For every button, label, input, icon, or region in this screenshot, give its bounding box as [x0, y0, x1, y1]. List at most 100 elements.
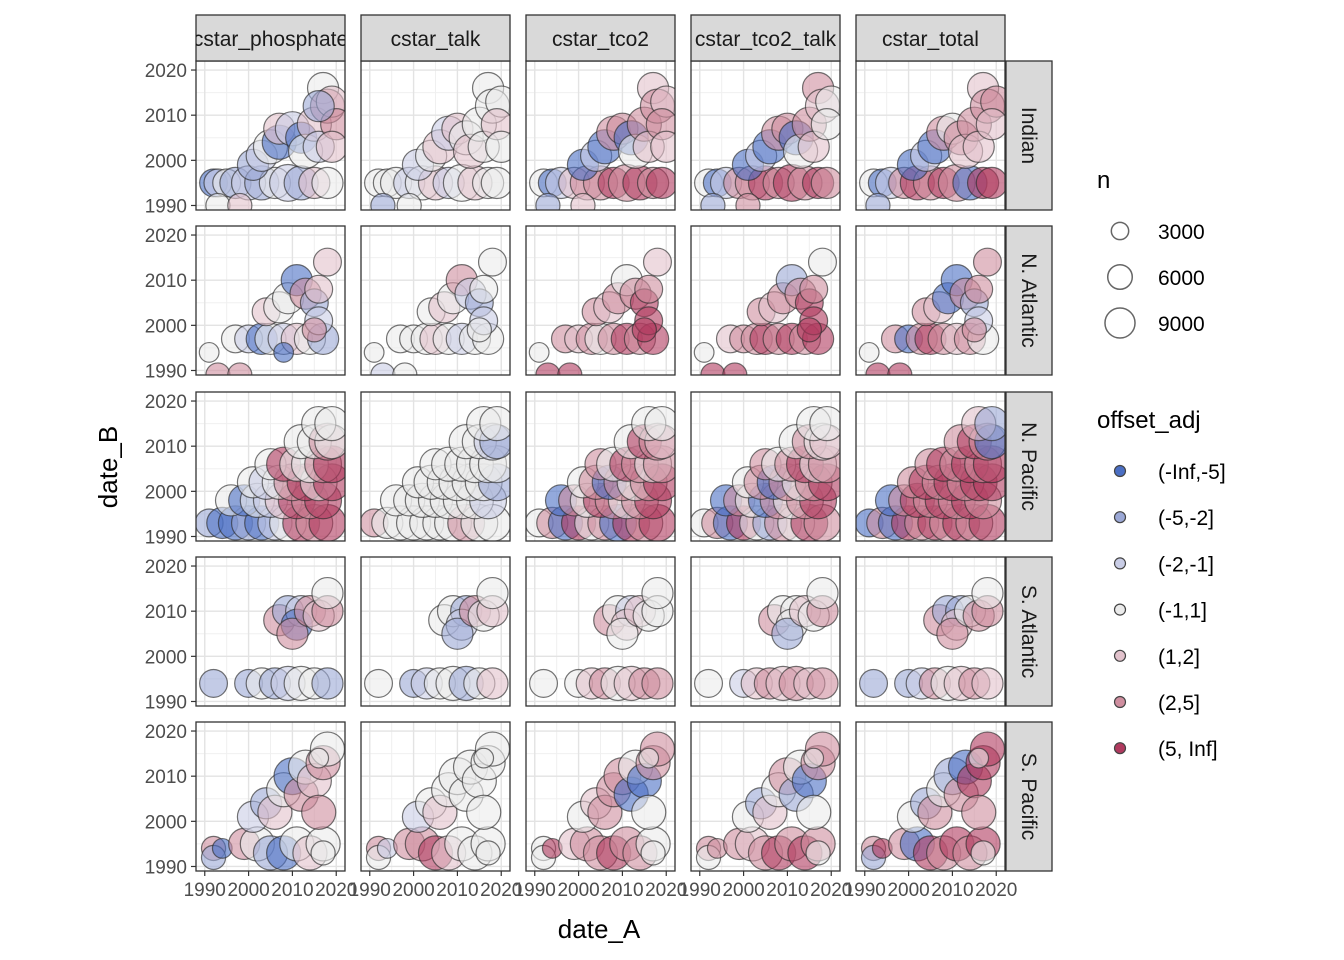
- bubble-point: [700, 192, 726, 210]
- panel-indian-cstar-total: [855, 60, 1006, 211]
- bubble-point: [971, 667, 1004, 700]
- x-tick-label: 2020: [810, 880, 852, 901]
- x-tick-label: 2010: [931, 880, 973, 901]
- col-strip-cstar-talk: cstar_talk: [360, 14, 511, 62]
- bubble-point: [227, 362, 253, 375]
- points: [528, 247, 672, 375]
- color-legend-item: (1,2]: [1113, 646, 1200, 669]
- panel-s-pacific-cstar-tco2-talk: [690, 721, 841, 872]
- size-legend-title: n: [1097, 167, 1110, 194]
- size-legend: 3000 6000 9000: [1104, 221, 1205, 339]
- panel-border: [855, 391, 1006, 542]
- panel-border: [690, 721, 841, 872]
- bubble-point: [887, 362, 913, 375]
- panel-s-atlantic-cstar-tco2-talk: [690, 556, 841, 707]
- bubble-point: [363, 341, 385, 363]
- color-legend-item: (5, Inf]: [1113, 738, 1218, 761]
- points: [529, 576, 674, 702]
- col-strip-label: cstar_talk: [391, 28, 481, 51]
- bubble-point: [529, 668, 559, 698]
- points: [856, 405, 1005, 541]
- y-tick-label: 2000: [145, 482, 187, 503]
- bubble-point: [803, 747, 825, 769]
- x-tick-label: 2000: [722, 880, 764, 901]
- bubble-point: [301, 317, 327, 343]
- bubble-point: [640, 840, 666, 866]
- panel-n-pacific-cstar-talk: [360, 391, 511, 542]
- color-legend-label: (-1,1]: [1158, 600, 1207, 623]
- col-strip-label: cstar_total: [882, 28, 979, 51]
- points: [365, 731, 510, 871]
- bubble-point: [273, 341, 295, 363]
- points: [526, 405, 675, 541]
- bubble-point: [308, 747, 330, 769]
- panel-s-atlantic-cstar-tco2: [525, 556, 676, 707]
- y-tick-label: 2020: [145, 722, 187, 743]
- x-tick-label: 2010: [766, 880, 808, 901]
- points: [858, 247, 1002, 375]
- facet-panels: [195, 60, 1006, 872]
- panel-border: [690, 556, 841, 707]
- points: [200, 731, 345, 871]
- bubble-point: [392, 362, 418, 375]
- bubble-point: [694, 668, 724, 698]
- col-strip-label: cstar_tco2: [552, 28, 649, 51]
- points: [859, 71, 1005, 210]
- panel-border: [855, 556, 1006, 707]
- size-legend-label: 9000: [1158, 313, 1205, 336]
- bubble-point: [485, 130, 510, 163]
- y-tick-label: 2000: [145, 647, 187, 668]
- strip-background: [1005, 391, 1053, 542]
- row-strip-label: Indian: [1017, 107, 1040, 164]
- bubble-point: [650, 130, 675, 163]
- panel-s-pacific-cstar-phosphate: [195, 721, 346, 872]
- color-legend-title: offset_adj: [1097, 407, 1201, 434]
- y-tick-label: 2000: [145, 812, 187, 833]
- bubble-point: [644, 405, 675, 442]
- y-tick-label: 1990: [145, 857, 187, 878]
- points: [860, 731, 1005, 871]
- bubble-point: [480, 166, 510, 200]
- points: [196, 405, 345, 541]
- bubble-point: [645, 166, 675, 200]
- row-strip-label: S. Pacific: [1017, 753, 1040, 841]
- x-tick-label: 2020: [975, 880, 1017, 901]
- color-legend-key: [1113, 464, 1127, 478]
- bubble-point: [466, 794, 502, 830]
- bubble-point: [302, 89, 335, 123]
- x-tick-label: 1990: [844, 880, 886, 901]
- strip-background: [1005, 60, 1053, 211]
- x-tick-label: 2000: [227, 880, 269, 901]
- panel-border: [690, 225, 841, 376]
- bubble-point: [477, 247, 507, 277]
- col-strip-cstar-tco2: cstar_tco2: [525, 14, 676, 62]
- panel-border: [855, 225, 1006, 376]
- x-tick-label: 1990: [679, 880, 721, 901]
- bubble-point: [570, 192, 596, 210]
- panel-s-atlantic-cstar-total: [855, 556, 1006, 707]
- col-strip-cstar-total: cstar_total: [855, 14, 1006, 62]
- panel-border: [360, 556, 511, 707]
- x-tick-label: 2010: [436, 880, 478, 901]
- row-strip-label: S. Atlantic: [1017, 585, 1040, 678]
- panel-s-pacific-cstar-total: [855, 721, 1006, 872]
- size-legend-label: 3000: [1158, 221, 1205, 244]
- y-tick-label: 2010: [145, 106, 187, 127]
- points: [363, 247, 507, 375]
- bubble-point: [364, 668, 394, 698]
- bubble-point: [806, 667, 839, 700]
- bubble-point: [535, 192, 561, 210]
- panel-n-atlantic-cstar-phosphate: [195, 225, 346, 376]
- panel-border: [525, 721, 676, 872]
- bubble-point: [370, 192, 396, 210]
- points: [693, 247, 837, 375]
- y-tick-label: 2020: [145, 557, 187, 578]
- bubble-point: [315, 130, 345, 163]
- y-tick-label: 1990: [145, 361, 187, 382]
- panel-n-atlantic-cstar-talk: [360, 225, 511, 376]
- y-tick-label: 2020: [145, 226, 187, 247]
- row-strip-label: N. Pacific: [1017, 422, 1040, 511]
- points: [364, 576, 509, 702]
- panel-n-pacific-cstar-phosphate: [195, 391, 346, 542]
- points: [694, 71, 840, 210]
